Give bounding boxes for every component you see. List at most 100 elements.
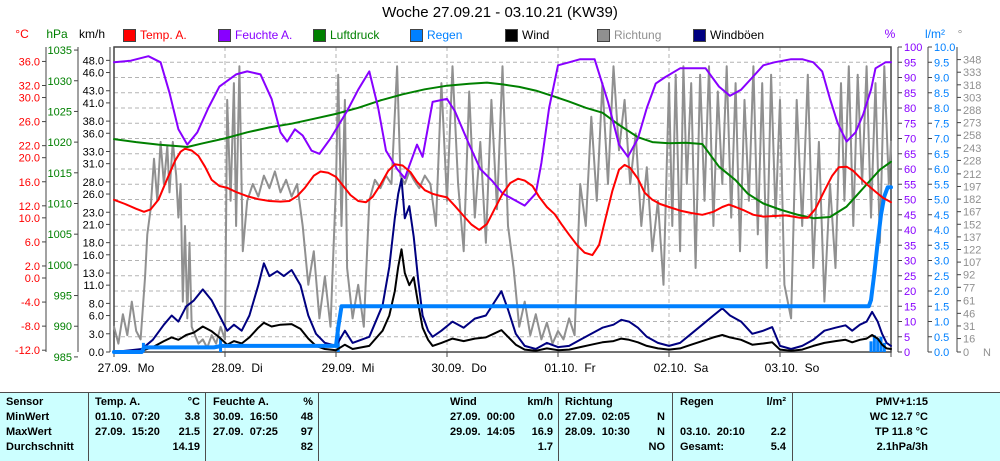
- axis-tick-label-lm2: 6.0: [934, 164, 949, 176]
- axis-title-temp: °C: [15, 27, 29, 41]
- axis-tick-label-hpa: 1035: [48, 45, 72, 57]
- legend-label-regen: Regen: [427, 28, 463, 42]
- legend-label-feuchte-a: Feuchte A.: [235, 28, 293, 42]
- axis-tick-label-hpa: 1010: [48, 198, 72, 210]
- table-row-label: Durchschnitt: [6, 441, 74, 453]
- table-col-name: Wind: [450, 396, 477, 408]
- axis-tick-label-temp: 20.0: [19, 153, 40, 165]
- series-bar-regen_rate_bars: [872, 335, 876, 352]
- axis-tick-label-hpa: 1030: [48, 76, 72, 88]
- chart-title: Woche 27.09.21 - 03.10.21 (KW39): [382, 4, 618, 21]
- axis-tick-label-lm2: 8.0: [934, 103, 949, 115]
- axis-tick-label-lm2: 2.5: [934, 271, 949, 283]
- axis-extra-label-dir: N: [983, 347, 991, 359]
- axis-tick-label-dir: 46: [963, 308, 975, 320]
- table-max-date: 27.09. 15:20: [95, 426, 160, 438]
- axis-tick-label-kmh: 28.0: [83, 177, 104, 189]
- axis-tick-label-dir: 0: [963, 347, 969, 359]
- axis-tick-label-dir: 243: [963, 143, 981, 155]
- axis-tick-label-lm2: 1.5: [934, 301, 949, 313]
- table-min-date: 30.09. 16:50: [213, 411, 278, 423]
- table-separator: [318, 393, 319, 461]
- x-day-label: 02.10. Sa: [654, 361, 709, 375]
- table-row-label: MinWert: [6, 411, 50, 423]
- series-windboeen: [113, 177, 892, 353]
- axis-tick-label-pct: 30: [904, 256, 916, 268]
- axis-tick-label-kmh: 31.0: [83, 159, 104, 171]
- table-col-unit: %: [303, 396, 313, 408]
- axis-tick-label-dir: 61: [963, 296, 975, 308]
- axis-tick-label-dir: 348: [963, 55, 981, 67]
- axis-tick-label-pct: 50: [904, 195, 916, 207]
- x-day-label: 30.09. Do: [431, 361, 487, 375]
- axis-tick-label-pct: 65: [904, 149, 916, 161]
- table-avg-value: 14.19: [172, 441, 200, 453]
- axis-tick-label-temp: 10.0: [19, 213, 40, 225]
- axis-tick-label-lm2: 7.0: [934, 134, 949, 146]
- axis-tick-label-dir: 31: [963, 321, 975, 333]
- axis-tick-label-pct: 90: [904, 73, 916, 85]
- table-pmv: PMV+1:15: [875, 396, 928, 408]
- series-bar-regen_rate_bars: [876, 338, 880, 352]
- axis-tick-label-pct: 55: [904, 179, 916, 191]
- x-day-label: 28.09. Di: [211, 361, 262, 375]
- axis-tick-label-hpa: 1015: [48, 168, 72, 180]
- axis-tick-label-lm2: 4.0: [934, 225, 949, 237]
- table-row-label: MaxWert: [6, 426, 52, 438]
- table-min-value: 3.8: [184, 411, 200, 423]
- table-max-date: 03.10. 20:10: [680, 426, 745, 438]
- axis-tick-label-dir: 333: [963, 67, 981, 79]
- axis-tick-label-lm2: 6.5: [934, 149, 949, 161]
- axis-tick-label-pct: 0: [904, 347, 910, 359]
- axis-tick-label-pct: 5: [904, 332, 910, 344]
- legend-swatch-wind: [505, 29, 518, 42]
- table-max-value: 97: [300, 426, 313, 438]
- axis-tick-label-pct: 20: [904, 286, 916, 298]
- table-row-label: Sensor: [6, 396, 44, 408]
- axis-tick-label-dir: 228: [963, 155, 981, 167]
- axis-tick-label-lm2: 7.5: [934, 118, 949, 130]
- legend-swatch-richtung: [597, 29, 610, 42]
- stats-table: Sensor MinWert MaxWert Durchschnitt Temp. A.…: [0, 392, 1000, 461]
- axis-tick-label-dir: 318: [963, 80, 981, 92]
- axis-tick-label-temp: 22.0: [19, 141, 40, 153]
- axis-title-lm2: l/m²: [925, 27, 945, 41]
- table-max-date: 29.09. 14:05: [450, 426, 515, 438]
- axis-tick-label-pct: 95: [904, 57, 916, 69]
- weather-week-plot: °C36.032.030.026.022.020.016.012.010.06.…: [15, 27, 991, 375]
- axis-tick-label-kmh: 41.0: [83, 98, 104, 110]
- table-avg-value: NO: [648, 441, 666, 453]
- axis-tick-label-pct: 10: [904, 317, 916, 329]
- table-windchill: WC 12.7 °C: [869, 411, 928, 423]
- table-col-unit: l/m²: [766, 396, 786, 408]
- axis-tick-label-kmh: 48.0: [83, 55, 104, 67]
- table-separator: [558, 393, 559, 461]
- axis-tick-label-hpa: 1005: [48, 229, 72, 241]
- axis-tick-label-lm2: 0.0: [934, 347, 949, 359]
- axis-tick-label-pct: 80: [904, 103, 916, 115]
- axis-tick-label-dir: 137: [963, 232, 981, 244]
- legend-label-temp-a: Temp. A.: [140, 28, 187, 42]
- axis-tick-label-hpa: 995: [54, 291, 72, 303]
- axis-tick-label-temp: 0.0: [25, 273, 40, 285]
- axis-tick-label-pct: 25: [904, 271, 916, 283]
- axis-tick-label-lm2: 3.5: [934, 240, 949, 252]
- table-separator: [88, 393, 89, 461]
- axis-tick-label-kmh: 21.0: [83, 219, 104, 231]
- x-day-label: 01.10. Fr: [544, 361, 595, 375]
- table-col-unit: km/h: [527, 396, 553, 408]
- axis-tick-label-lm2: 9.0: [934, 73, 949, 85]
- axis-tick-label-kmh: 16.0: [83, 250, 104, 262]
- axis-tick-label-pct: 70: [904, 134, 916, 146]
- axis-tick-label-temp: -12.0: [15, 345, 40, 357]
- axis-tick-label-lm2: 5.0: [934, 195, 949, 207]
- axis-tick-label-hpa: 985: [54, 352, 72, 364]
- axis-tick-label-kmh: 8.0: [89, 298, 104, 310]
- axis-tick-label-dir: 288: [963, 105, 981, 117]
- axis-tick-label-pct: 85: [904, 88, 916, 100]
- axis-title-pct: %: [885, 27, 896, 41]
- table-col-unit: °C: [187, 396, 200, 408]
- axis-tick-label-dir: 92: [963, 270, 975, 282]
- axis-tick-label-pct: 45: [904, 210, 916, 222]
